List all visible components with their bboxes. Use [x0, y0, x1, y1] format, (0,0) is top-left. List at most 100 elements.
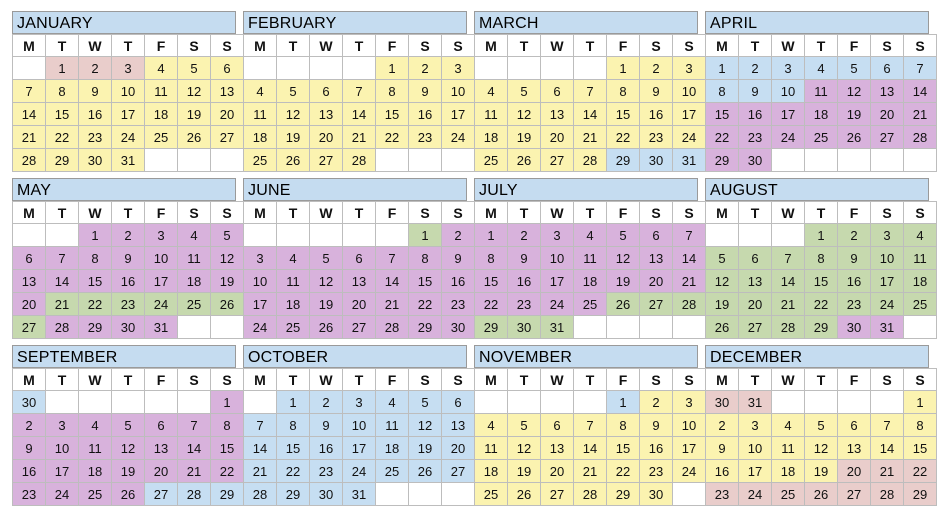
weekday-header: M: [243, 34, 277, 57]
month-may: MAY M T W T F S S 1 2 3 4 5 6 7 8 9 10 11 12 13 14 15 16 17 18 19 2…: [12, 178, 244, 339]
day-cell: 31: [144, 315, 178, 339]
day-cell: 24: [771, 125, 805, 149]
day-cell: 17: [540, 269, 574, 293]
day-cell: 30: [639, 482, 673, 506]
empty-day-cell: [474, 390, 508, 414]
day-cell: 19: [210, 269, 244, 293]
day-cell: 30: [309, 482, 343, 506]
day-cell: 21: [573, 459, 607, 483]
day-cell: 27: [870, 125, 904, 149]
weekday-header: T: [573, 201, 607, 224]
day-cell: 13: [870, 79, 904, 103]
day-cell: 10: [342, 413, 376, 437]
empty-day-cell: [408, 482, 442, 506]
day-cell: 11: [177, 246, 211, 270]
day-cell: 1: [804, 223, 838, 247]
day-cell: 8: [276, 413, 310, 437]
day-cell: 21: [903, 102, 937, 126]
day-cell: 14: [45, 269, 79, 293]
month-january: JANUARY M T W T F S S 1 2 3 4 5 6 7 8 9 10 11 12 13 14 15 16 17 1…: [12, 11, 244, 172]
day-cell: 28: [243, 482, 277, 506]
day-cell: 27: [12, 315, 46, 339]
day-cell: 31: [672, 148, 706, 172]
day-cell: 22: [375, 125, 409, 149]
week-row: 30 1: [12, 390, 244, 414]
day-cell: 23: [705, 482, 739, 506]
week-row: 18 19 20 21 22 23 24: [243, 125, 475, 149]
day-cell: 21: [12, 125, 46, 149]
day-cell: 27: [342, 315, 376, 339]
day-cell: 20: [342, 292, 376, 316]
day-cell: 19: [507, 125, 541, 149]
day-cell: 26: [837, 125, 871, 149]
weekday-header: M: [12, 34, 46, 57]
weekday-header: M: [243, 368, 277, 391]
day-cell: 15: [276, 436, 310, 460]
weekday-header: F: [375, 34, 409, 57]
day-cell: 8: [903, 413, 937, 437]
day-cell: 24: [540, 292, 574, 316]
day-cell: 25: [474, 148, 508, 172]
day-cell: 17: [144, 269, 178, 293]
day-cell: 28: [573, 148, 607, 172]
day-cell: 11: [243, 102, 277, 126]
weekday-header: S: [639, 201, 673, 224]
day-cell: 27: [309, 148, 343, 172]
day-cell: 1: [606, 56, 640, 80]
day-cell: 29: [606, 482, 640, 506]
weekday-header: M: [12, 201, 46, 224]
empty-day-cell: [12, 223, 46, 247]
day-cell: 21: [771, 292, 805, 316]
day-cell: 9: [78, 79, 112, 103]
week-row: 25 26 27 28: [243, 148, 475, 172]
day-cell: 27: [144, 482, 178, 506]
day-cell: 8: [375, 79, 409, 103]
day-cell: 9: [309, 413, 343, 437]
empty-day-cell: [243, 390, 277, 414]
day-cell: 26: [177, 125, 211, 149]
day-cell: 7: [672, 223, 706, 247]
day-cell: 30: [507, 315, 541, 339]
day-cell: 13: [342, 269, 376, 293]
weekday-header: W: [771, 34, 805, 57]
day-cell: 7: [243, 413, 277, 437]
month-grid: M T W T F S S 1 2 3 4 5 6 7 8 9 10 11 12 13 14 15 16 17 18 19 20 21…: [474, 201, 706, 339]
day-cell: 18: [243, 125, 277, 149]
day-cell: 8: [45, 79, 79, 103]
empty-day-cell: [45, 390, 79, 414]
weekday-header: S: [870, 34, 904, 57]
day-cell: 9: [507, 246, 541, 270]
day-cell: 24: [111, 125, 145, 149]
day-cell: 15: [474, 269, 508, 293]
day-cell: 11: [144, 79, 178, 103]
day-cell: 29: [705, 148, 739, 172]
weekday-header: F: [606, 34, 640, 57]
empty-day-cell: [342, 56, 376, 80]
weekday-header: S: [903, 201, 937, 224]
day-cell: 6: [639, 223, 673, 247]
day-cell: 9: [639, 413, 673, 437]
day-cell: 12: [837, 79, 871, 103]
day-cell: 7: [870, 413, 904, 437]
empty-day-cell: [342, 223, 376, 247]
day-cell: 11: [474, 102, 508, 126]
day-cell: 13: [144, 436, 178, 460]
weekday-header: S: [672, 201, 706, 224]
day-cell: 18: [375, 436, 409, 460]
day-cell: 30: [12, 390, 46, 414]
day-cell: 29: [606, 148, 640, 172]
day-cell: 30: [837, 315, 871, 339]
weekday-header: T: [573, 34, 607, 57]
weekday-header: F: [375, 201, 409, 224]
day-cell: 13: [540, 102, 574, 126]
empty-day-cell: [210, 315, 244, 339]
day-cell: 7: [177, 413, 211, 437]
day-cell: 19: [606, 269, 640, 293]
weekday-header: T: [804, 368, 838, 391]
day-cell: 9: [705, 436, 739, 460]
weekday-header: T: [738, 34, 772, 57]
day-cell: 27: [738, 315, 772, 339]
day-cell: 10: [45, 436, 79, 460]
day-cell: 29: [276, 482, 310, 506]
day-cell: 10: [243, 269, 277, 293]
